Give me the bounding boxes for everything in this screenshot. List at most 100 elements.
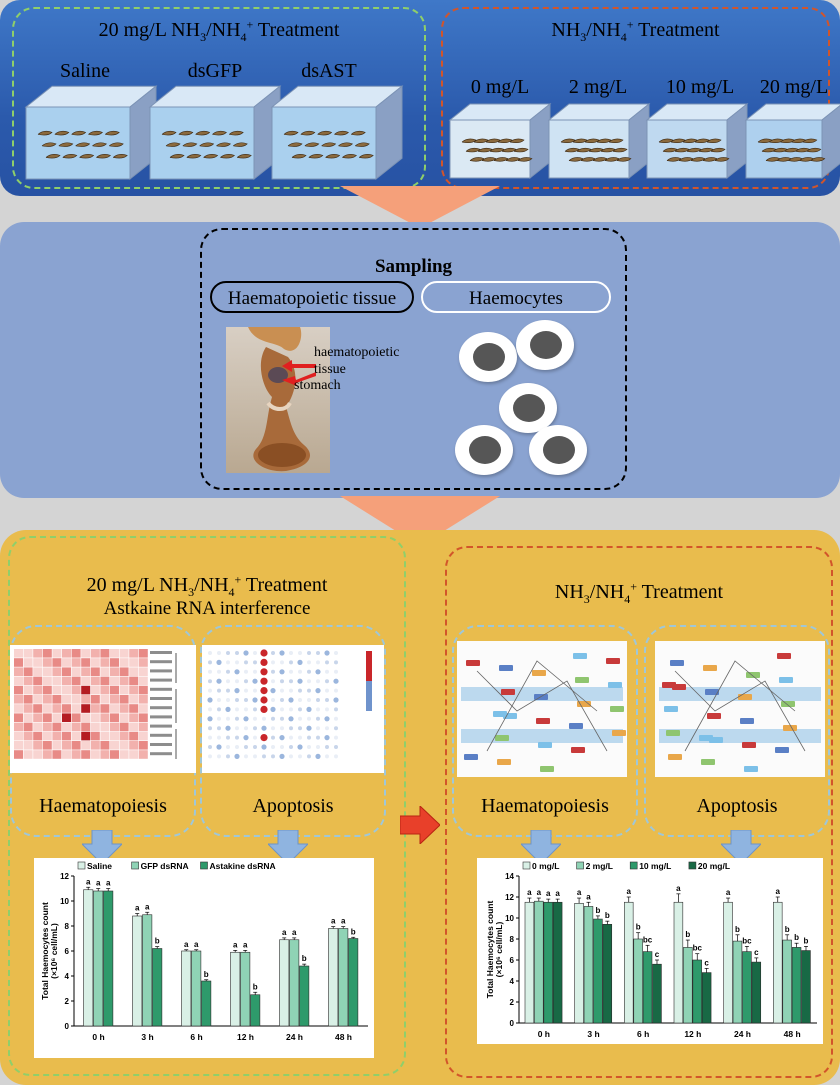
dot-mark	[217, 688, 221, 693]
sampling-title: Sampling	[374, 256, 453, 277]
heatmap-cell	[110, 741, 119, 750]
tank-label: 2 mg/L	[568, 76, 628, 98]
shrimp-icon	[481, 157, 497, 162]
dot-mark	[316, 679, 320, 684]
heatmap-cell	[42, 658, 52, 667]
pathway-node	[746, 672, 760, 678]
rnai-treatment-group	[12, 7, 426, 189]
dot-mark	[260, 705, 268, 713]
heatmap-cell	[110, 731, 119, 741]
x-tick-label: 48 h	[335, 1032, 352, 1042]
heatmap-cell	[90, 750, 100, 759]
heatmap-cell	[138, 667, 148, 676]
rnai-results-subtitle: Astkaine RNA interference	[103, 598, 311, 619]
dot-mark	[260, 658, 268, 666]
heatmap-cell	[52, 658, 62, 667]
dot-mark	[216, 744, 222, 750]
dot-mark	[235, 698, 239, 702]
dot-mark	[260, 734, 268, 742]
heatmap-cell	[100, 741, 110, 750]
heatmap-cell	[138, 649, 148, 658]
bar	[791, 947, 802, 1024]
bar	[328, 928, 339, 1027]
bar	[602, 924, 613, 1024]
apoptosis-dotplot	[202, 645, 384, 773]
label-tissue: tissue	[314, 362, 346, 377]
tab-haemocytes[interactable]: Haemocytes	[421, 281, 611, 313]
tank-icon	[270, 85, 404, 181]
dot-mark	[235, 735, 239, 740]
tank-label: dsAST	[301, 60, 357, 82]
dot-mark	[244, 660, 248, 665]
shrimp-icon	[355, 142, 370, 147]
dot-mark	[334, 669, 338, 674]
dot-mark	[271, 698, 275, 702]
bar	[142, 914, 153, 1027]
heatmap-cell	[81, 667, 91, 676]
bar	[593, 918, 603, 1024]
pathway-node	[610, 706, 624, 712]
dose-treatment-group	[441, 7, 830, 189]
heatmap-cell	[23, 750, 33, 759]
bar	[701, 972, 712, 1024]
heatmap-cell	[42, 741, 52, 750]
shrimp-icon	[580, 157, 596, 162]
haemocyte-count-chart-rnai: 0 2 4 6 8 10 12 Total Haemocytes count (×10⁶ cel…	[34, 858, 374, 1058]
heatmap-cell	[33, 750, 43, 759]
dot-mark	[298, 716, 302, 721]
heatmap-cell	[110, 685, 119, 695]
heatmap-cell	[23, 731, 33, 741]
dose-treatment-title: NH3/NH4+ Treatment	[551, 17, 720, 44]
pathway-node	[536, 718, 550, 724]
dot-mark	[207, 716, 213, 722]
dot-mark	[333, 678, 339, 684]
dot-mark	[307, 745, 311, 749]
heatmap-cell	[42, 750, 52, 759]
significance-letter: b	[302, 954, 307, 963]
shrimp-icon	[576, 147, 592, 153]
dot-mark	[271, 660, 275, 665]
dot-mark	[253, 707, 257, 712]
shrimp-icon	[325, 153, 341, 159]
heatmap-cell	[90, 713, 100, 722]
bar	[132, 915, 143, 1027]
row-label	[150, 651, 172, 654]
significance-letter: a	[331, 917, 336, 926]
heatmap-cell	[100, 713, 110, 722]
bar	[338, 928, 349, 1027]
heatmap-cell	[33, 704, 43, 713]
heatmap-cell	[81, 741, 91, 750]
y-tick-label: 6	[510, 956, 515, 965]
tab-haematopoietic-tissue[interactable]: Haematopoietic tissue	[210, 281, 414, 313]
dot-mark	[280, 707, 284, 712]
heatmap-cell	[23, 741, 33, 750]
bar	[83, 889, 94, 1027]
dot-mark	[260, 696, 268, 704]
pathway-node	[779, 677, 793, 683]
heatmap-cell	[100, 750, 110, 759]
dot-mark	[207, 697, 213, 703]
heatmap-cell	[100, 685, 110, 695]
shrimp-icon	[690, 157, 706, 162]
dot-mark	[307, 669, 311, 674]
pathway-node	[497, 759, 511, 765]
dot-mark	[244, 688, 248, 693]
heatmap-cell	[100, 695, 110, 704]
dot-mark	[235, 745, 239, 749]
dot-mark	[244, 754, 248, 759]
heatmap-cell	[81, 750, 91, 759]
significance-letter: a	[341, 917, 346, 926]
dot-mark	[226, 698, 230, 702]
dot-mark	[298, 754, 302, 759]
shrimp-icon	[604, 157, 620, 162]
dot-mark	[334, 716, 338, 721]
y-tick-label: 10	[505, 914, 514, 923]
heatmap-cell	[100, 704, 110, 713]
dot-mark	[261, 744, 267, 750]
shrimp-icon	[71, 130, 87, 136]
heatmap-cell	[62, 676, 71, 686]
heatmap-cell	[129, 695, 139, 704]
heatmap-cell	[62, 741, 71, 750]
heatmap-cell	[81, 649, 91, 658]
y-tick-label: 2	[510, 998, 515, 1007]
